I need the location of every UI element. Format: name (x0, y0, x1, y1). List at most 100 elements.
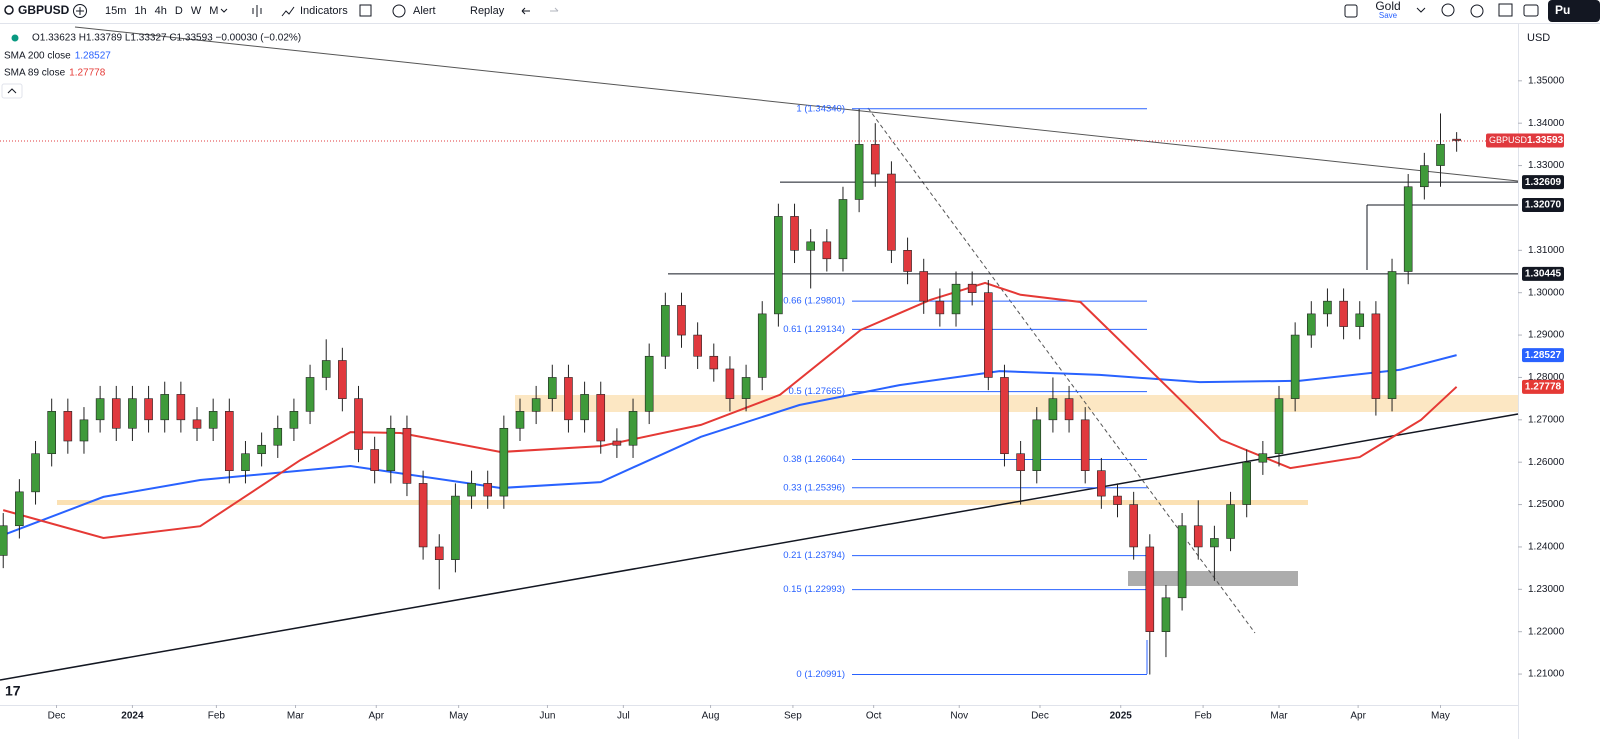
trend-line-down (74, 26, 1519, 182)
indicator-tag (1522, 348, 1564, 363)
toolbar-bg (0, 0, 1600, 22)
x-tick-label: Feb (208, 711, 226, 722)
currency[interactable]: USD (1527, 32, 1550, 44)
y-tick-label: 1.25000 (1528, 499, 1565, 510)
candle-body (677, 305, 686, 336)
fib-label: 0.66 (1.29801) (783, 296, 845, 307)
publish-button[interactable] (1548, 0, 1600, 22)
interval-button[interactable]: D (175, 5, 183, 17)
candle-body (111, 398, 121, 429)
candle-body (709, 355, 719, 370)
publish-label: Pu (1555, 3, 1570, 17)
chart-type-icon[interactable] (252, 5, 262, 17)
x-tick-label: Dec (1031, 711, 1049, 722)
layout-icon[interactable] (1344, 4, 1358, 18)
candle-body (354, 398, 363, 450)
search-icon[interactable] (4, 5, 14, 15)
candle-body (418, 483, 428, 548)
candle-body (822, 241, 832, 260)
symbol[interactable]: GBPUSD (18, 3, 70, 17)
interval-button[interactable]: 1h (134, 5, 146, 17)
settings-icon[interactable] (1470, 4, 1484, 18)
toolbar-button[interactable]: Alert (413, 5, 436, 17)
candle-body (15, 491, 24, 527)
toolbar-button[interactable]: Replay (470, 5, 505, 17)
indicator-tag-label: 1.27778 (1525, 381, 1562, 392)
tv-logo: 17 (5, 683, 21, 699)
redo-icon[interactable] (550, 7, 559, 12)
candle-body (1420, 165, 1429, 188)
toolbar-button[interactable]: Indicators (300, 5, 348, 17)
x-tick-label: Nov (950, 711, 968, 722)
y-tick-label: 1.30000 (1528, 287, 1565, 298)
candle-body (515, 411, 525, 429)
price-tag-label: 1.32609 (1525, 177, 1562, 188)
fib-trend (867, 107, 1256, 634)
fib-label: 0.61 (1.29134) (783, 324, 845, 335)
fullscreen-icon[interactable] (1498, 3, 1513, 17)
candle-body (95, 398, 105, 421)
templates-icon[interactable] (359, 4, 372, 17)
candle-body (725, 368, 735, 399)
layout-menu[interactable] (1416, 7, 1426, 13)
x-tick-label: 2024 (121, 711, 144, 722)
candle-body (1048, 398, 1058, 421)
candle-body (305, 377, 315, 412)
collapse-icon (7, 88, 17, 94)
candle-body (741, 377, 751, 399)
x-tick-label: Oct (866, 711, 882, 722)
x-tick-label: Apr (368, 711, 384, 722)
x-tick-label: May (1431, 711, 1450, 722)
interval-menu[interactable] (220, 8, 228, 13)
candle-body (628, 411, 638, 446)
interval-button[interactable]: 15m (105, 5, 126, 17)
interval-button[interactable]: M (209, 5, 218, 17)
y-tick-label: 1.34000 (1528, 118, 1565, 129)
legend-name: SMA 89 close (4, 68, 66, 79)
candle-body (434, 546, 444, 560)
candle-body (1274, 398, 1284, 455)
x-tick-label: Jul (617, 711, 630, 722)
ohlc-legend: O1.33623 H1.33789 L1.33327 C1.33593 −0.0… (32, 33, 301, 44)
x-tick-label: Jun (539, 711, 555, 722)
demand-zone (515, 395, 1518, 412)
x-tick-label: Apr (1350, 711, 1366, 722)
candle-body (612, 440, 622, 446)
toolbar: GBPUSD Pu Gold Save (0, 0, 1600, 24)
alert-icon (392, 4, 406, 18)
undo-icon[interactable] (521, 7, 530, 15)
collapse-legend[interactable] (1, 83, 23, 99)
compare-button[interactable] (73, 4, 87, 18)
candle-body (984, 292, 993, 378)
candle-body (757, 313, 767, 378)
price-tag (1522, 266, 1564, 281)
candle-body (273, 427, 283, 446)
candle-body (1306, 313, 1316, 336)
fib-label: 0.33 (1.25396) (783, 482, 845, 493)
candle-body (289, 411, 299, 429)
x-tick-label: Sep (784, 711, 802, 722)
legend-value: 1.28527 (75, 51, 112, 62)
candle-body (225, 411, 234, 471)
candle-body (693, 334, 702, 357)
last-price-value: 1.33593 (1527, 135, 1564, 146)
snapshot-icon[interactable] (1523, 4, 1539, 17)
legend-name: SMA 200 close (4, 51, 71, 62)
candle-body (1403, 186, 1413, 272)
layout-save[interactable]: Save (1379, 11, 1398, 20)
candle-body (547, 377, 557, 399)
candle-body (838, 199, 848, 260)
candle-body (580, 394, 589, 421)
interval-button[interactable]: W (191, 5, 202, 17)
candle-body (160, 394, 170, 421)
candle-body (967, 283, 977, 293)
support-zone (57, 500, 1308, 505)
interval-button[interactable]: 4h (155, 5, 167, 17)
candle-body (31, 453, 40, 493)
candle-body (935, 300, 945, 315)
quick-search[interactable] (1441, 3, 1455, 17)
x-tick-label: Mar (287, 711, 305, 722)
candle-body (1064, 398, 1074, 421)
x-tick-label: Aug (702, 711, 720, 722)
